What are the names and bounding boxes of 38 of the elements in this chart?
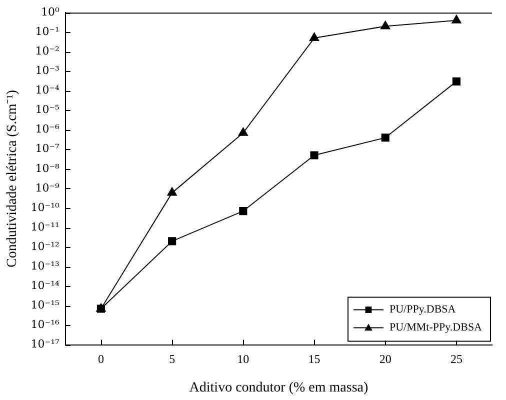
y-tick-label: 10⁻¹ (35, 25, 60, 38)
y-tick-label: 10⁻¹⁶ (30, 318, 60, 332)
point (452, 14, 462, 24)
point (238, 127, 248, 136)
y-tick-label: 10⁻² (35, 44, 60, 58)
y-tick-label: 10⁻¹⁷ (30, 338, 60, 351)
x-tick-label: 10 (237, 352, 250, 366)
y-tick-label: 10⁻³ (35, 64, 60, 78)
x-tick-label: 20 (379, 352, 392, 366)
y-tick-label: 10⁻⁸ (35, 162, 60, 175)
y-axis-title: Condutividade elétrica (S.cm⁻¹) (5, 90, 20, 268)
y-tick-label: 10⁻¹¹ (30, 220, 60, 234)
legend-label: PU/MMt-PPy.DBSA (389, 322, 482, 334)
legend-label: PU/PPy.DBSA (389, 304, 456, 316)
y-tick-label: 10⁻¹³ (30, 259, 60, 272)
y-tick-label: 10⁻¹² (30, 240, 60, 253)
y-tick-label: 10⁻¹⁰ (30, 200, 60, 214)
x-tick-label: 0 (98, 352, 104, 366)
y-tick-label: 10⁻⁵ (35, 103, 60, 116)
x-tick-label: 5 (169, 352, 176, 366)
point (167, 187, 177, 196)
x-tick-label: 25 (450, 352, 462, 366)
y-tick-label: 10⁻¹⁵ (30, 298, 60, 312)
point (239, 207, 248, 216)
point (381, 134, 390, 142)
y-tick-label: 10⁻⁶ (35, 122, 60, 136)
x-tick-label: 15 (308, 352, 320, 366)
y-tick-label: 10⁻⁴ (35, 84, 60, 97)
point (168, 237, 176, 246)
y-tick-label: 10⁻⁹ (35, 181, 60, 194)
point (309, 32, 320, 42)
y-tick-label: 10⁻¹⁴ (30, 279, 60, 292)
y-tick-label: 10⁻⁷ (35, 142, 60, 156)
point (452, 77, 460, 86)
point (310, 151, 318, 160)
y-tick-label: 10⁰ (41, 5, 60, 18)
point (380, 20, 390, 30)
x-axis-title: Aditivo condutor (% em massa) (189, 380, 368, 396)
